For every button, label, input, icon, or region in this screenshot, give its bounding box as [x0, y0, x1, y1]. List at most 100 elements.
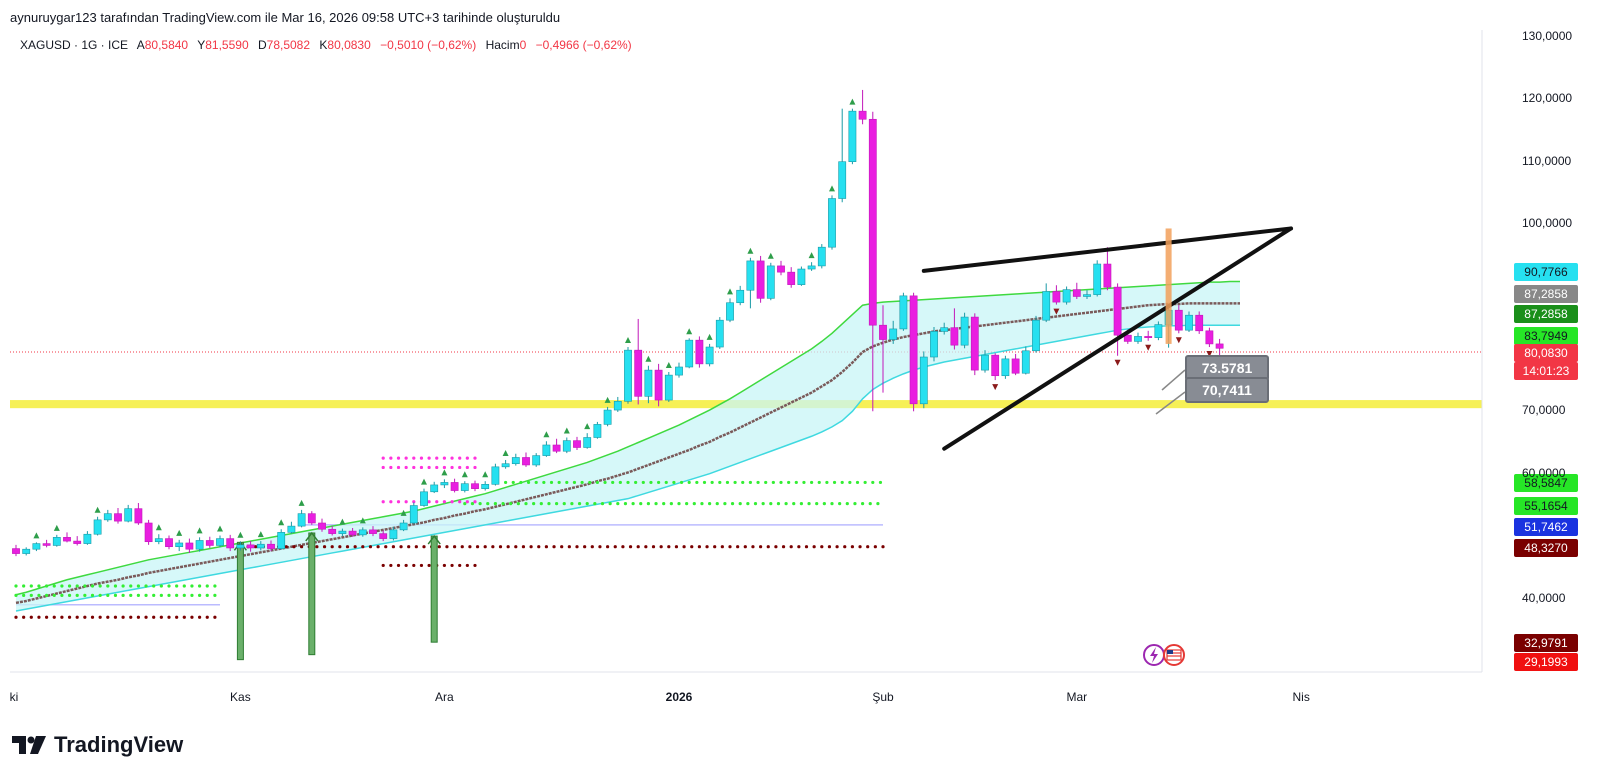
- dotted-level-1-dot: [519, 480, 523, 485]
- candle-body: [522, 457, 530, 466]
- dotted-level-2-dot: [555, 502, 559, 506]
- dotted-level-5-dot: [152, 584, 156, 588]
- price-scale-label: 87,2858: [1514, 305, 1578, 323]
- price-tick-label: 70,0000: [1522, 403, 1566, 418]
- candle-body: [165, 538, 173, 548]
- candle-body: [1032, 319, 1040, 352]
- candle-body: [1093, 263, 1102, 295]
- price-tick-label: 120,0000: [1522, 91, 1573, 106]
- close-label: K: [319, 38, 328, 52]
- buy-signal-marker: [543, 431, 550, 438]
- dotted-level-8-dot: [450, 465, 454, 470]
- dotted-level-9-dot: [427, 500, 431, 504]
- dotted-level-8-dot: [435, 465, 439, 470]
- candle-body: [828, 198, 836, 248]
- dotted-level-0-dot: [473, 456, 477, 460]
- candle-body: [950, 327, 959, 346]
- dotted-level-1-dot: [634, 480, 638, 485]
- candle-body: [379, 533, 388, 539]
- dotted-level-2-dot: [830, 502, 834, 506]
- volume-value: 0: [519, 38, 527, 52]
- price-scale-label: 29,1993: [1514, 653, 1578, 671]
- candle-body: [226, 538, 235, 549]
- dotted-level-2-dot: [815, 502, 819, 506]
- dotted-level-7-dot: [113, 615, 118, 619]
- dotted-level-7-dot: [83, 615, 87, 619]
- dotted-level-2-dot: [646, 502, 651, 506]
- callout-pointer-upper: [1161, 369, 1186, 391]
- dotted-level-9-dot: [442, 500, 446, 504]
- dotted-level-5-dot: [205, 584, 209, 588]
- dotted-level-5-dot: [75, 584, 79, 588]
- dotted-level-0-dot: [458, 456, 462, 460]
- buy-signal-marker: [482, 471, 489, 478]
- dotted-level-3-dot: [529, 545, 533, 549]
- close-value: 80,0830: [327, 38, 371, 52]
- dotted-level-3-dot: [850, 545, 855, 549]
- buy-signal-marker: [359, 517, 366, 524]
- symbol-name[interactable]: XAGUSD · 1G · ICE: [20, 38, 129, 52]
- dotted-level-1-dot: [878, 480, 883, 485]
- dotted-level-1-dot: [618, 480, 622, 485]
- dotted-level-0-dot: [404, 456, 408, 460]
- symbol-legend: XAGUSD · 1G · ICE A80,5840 Y81,5590 D78,…: [20, 38, 632, 52]
- dotted-level-5-dot: [190, 584, 194, 588]
- dotted-level-1-dot: [764, 480, 768, 485]
- dotted-level-3-dot: [560, 545, 564, 549]
- dotted-level-6-dot: [60, 593, 64, 597]
- dotted-level-5-dot: [37, 584, 41, 588]
- sell-signal-marker: [1206, 351, 1213, 358]
- candle-body: [358, 529, 367, 536]
- candle-body: [460, 483, 469, 491]
- event-badges[interactable]: [1142, 642, 1196, 668]
- dotted-level-3-dot: [414, 545, 418, 549]
- dotted-level-8-dot: [442, 465, 446, 470]
- dotted-level-6-dot: [90, 593, 95, 597]
- dotted-level-3-dot: [292, 545, 296, 549]
- volume-change: −0,4966 (−0,62%): [535, 38, 632, 52]
- dotted-level-6-dot: [75, 593, 79, 597]
- candle-body: [1195, 314, 1204, 332]
- tradingview-logo[interactable]: TradingView: [12, 732, 183, 758]
- dotted-level-1-dot: [687, 480, 691, 485]
- dotted-level-7-dot: [167, 615, 171, 619]
- dotted-level-3-dot: [537, 545, 541, 549]
- dotted-level-1-dot: [603, 480, 607, 485]
- price-scale-label: 83,7949: [1514, 327, 1578, 345]
- buy-signal-marker: [217, 525, 223, 532]
- dotted-level-9-dot: [450, 500, 454, 504]
- dotted-level-3-dot: [827, 545, 832, 549]
- volume-spike-arrow-1: [305, 531, 319, 542]
- candle-body: [409, 505, 418, 524]
- price-tick-label: 60,0000: [1522, 465, 1566, 480]
- dotted-level-3-dot: [858, 545, 862, 549]
- dotted-level-3-dot: [781, 545, 786, 549]
- candle-body: [154, 538, 163, 543]
- dotted-level-5-dot: [90, 584, 95, 588]
- candle-body: [236, 544, 245, 549]
- dotted-level-0-dot: [450, 456, 454, 460]
- dotted-level-7-dot: [90, 615, 95, 619]
- dotted-level-2-dot: [692, 502, 696, 506]
- candle-body: [940, 327, 949, 332]
- dotted-level-1-dot: [840, 480, 844, 485]
- candle-body: [420, 491, 428, 506]
- candle-body: [1205, 330, 1214, 345]
- dotted-level-1-dot: [779, 480, 783, 485]
- dotted-level-3-dot: [345, 545, 350, 549]
- candle-body: [1174, 309, 1183, 331]
- candle-body: [501, 463, 510, 468]
- dotted-level-1-dot: [611, 480, 615, 485]
- candle-body: [338, 530, 347, 534]
- dotted-level-5-dot: [113, 584, 118, 588]
- buy-signal-marker: [461, 471, 468, 478]
- dotted-level-3-dot: [667, 545, 671, 549]
- candle-body: [22, 548, 31, 554]
- dotted-level-1-dot: [771, 480, 775, 485]
- buy-signal-marker: [441, 469, 448, 476]
- dotted-level-1-dot: [710, 480, 714, 485]
- sell-signal-marker: [1145, 344, 1152, 351]
- volume-label[interactable]: Hacim: [485, 38, 520, 52]
- dotted-level-5-dot: [213, 584, 217, 588]
